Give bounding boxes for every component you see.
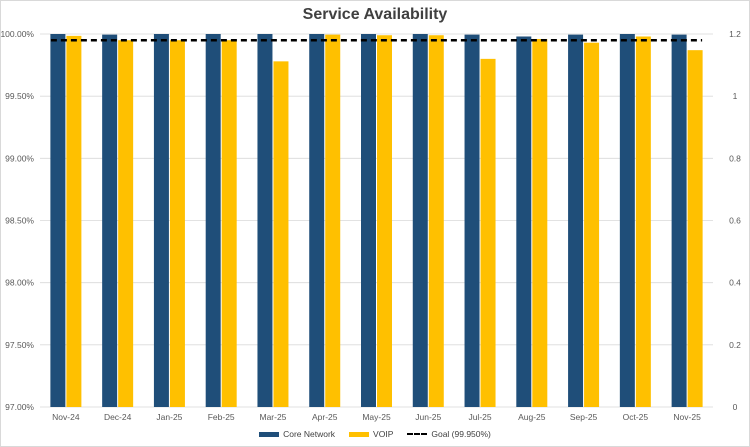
legend-label-voip: VOIP <box>373 429 394 439</box>
bar-voip <box>480 58 496 407</box>
y-tick-label: 97.00% <box>5 402 34 412</box>
x-tick-label: Apr-25 <box>312 412 338 422</box>
x-tick-label: Oct-25 <box>623 412 649 422</box>
x-tick-label: Dec-24 <box>104 412 132 422</box>
chart-legend: Core Network VOIP Goal (99.950%) <box>0 429 750 439</box>
bar-voip <box>635 36 651 408</box>
y-tick-label: 97.50% <box>5 340 34 350</box>
x-tick-label: Nov-24 <box>52 412 80 422</box>
x-tick-label: Feb-25 <box>208 412 235 422</box>
y-tick-label: 98.00% <box>5 278 34 288</box>
bar-voip <box>66 35 82 408</box>
bar-core-network <box>205 34 221 407</box>
bar-core-network <box>309 34 325 407</box>
bar-core-network <box>50 34 66 407</box>
y2-tick-label: 1 <box>733 91 738 101</box>
bar-core-network <box>671 34 687 407</box>
bar-core-network <box>619 34 635 407</box>
legend-label-goal: Goal (99.950%) <box>431 429 491 439</box>
bar-voip <box>118 40 134 407</box>
x-tick-label: May-25 <box>362 412 391 422</box>
bar-voip <box>273 61 289 407</box>
legend-swatch-core-network <box>259 431 280 437</box>
bar-voip <box>169 40 185 407</box>
y2-tick-label: 0.6 <box>729 216 741 226</box>
x-tick-label: Jan-25 <box>156 412 182 422</box>
bar-voip <box>377 35 392 407</box>
bar-voip <box>221 40 237 407</box>
bar-core-network <box>412 34 428 407</box>
x-tick-label: Aug-25 <box>518 412 546 422</box>
bar-core-network <box>361 34 376 407</box>
x-tick-label: Jul-25 <box>468 412 491 422</box>
chart-title: Service Availability <box>302 6 448 23</box>
x-tick-label: Jun-25 <box>415 412 441 422</box>
bar-core-network <box>153 34 169 407</box>
legend-swatch-goal <box>407 433 428 435</box>
x-tick-label: Sep-25 <box>570 412 598 422</box>
bar-voip <box>687 50 703 408</box>
y2-tick-label: 0.2 <box>729 340 741 350</box>
y2-tick-label: 0.4 <box>729 278 741 288</box>
bar-voip <box>325 34 341 407</box>
bar-core-network <box>516 36 532 408</box>
bar-core-network <box>257 34 273 407</box>
y-tick-label: 99.00% <box>5 153 34 163</box>
legend-item-core-network: Core Network <box>259 429 335 439</box>
y-tick-label: 100.00% <box>0 29 34 39</box>
bar-voip <box>428 35 444 407</box>
y2-tick-label: 0 <box>733 402 738 412</box>
y-tick-label: 98.50% <box>5 216 34 226</box>
x-tick-label: Nov-25 <box>673 412 701 422</box>
legend-item-goal: Goal (99.950%) <box>407 429 491 439</box>
y-tick-label: 99.50% <box>5 91 34 101</box>
y2-tick-label: 0.8 <box>729 153 741 163</box>
bar-core-network <box>568 34 584 407</box>
x-tick-label: Mar-25 <box>259 412 286 422</box>
legend-label-core-network: Core Network <box>283 429 336 439</box>
bar-core-network <box>102 34 118 407</box>
bar-core-network <box>464 34 480 407</box>
bar-voip <box>532 38 548 408</box>
bar-voip <box>584 42 600 407</box>
legend-swatch-voip <box>349 431 370 437</box>
legend-item-voip: VOIP <box>349 429 393 439</box>
y2-tick-label: 1.2 <box>729 29 741 39</box>
